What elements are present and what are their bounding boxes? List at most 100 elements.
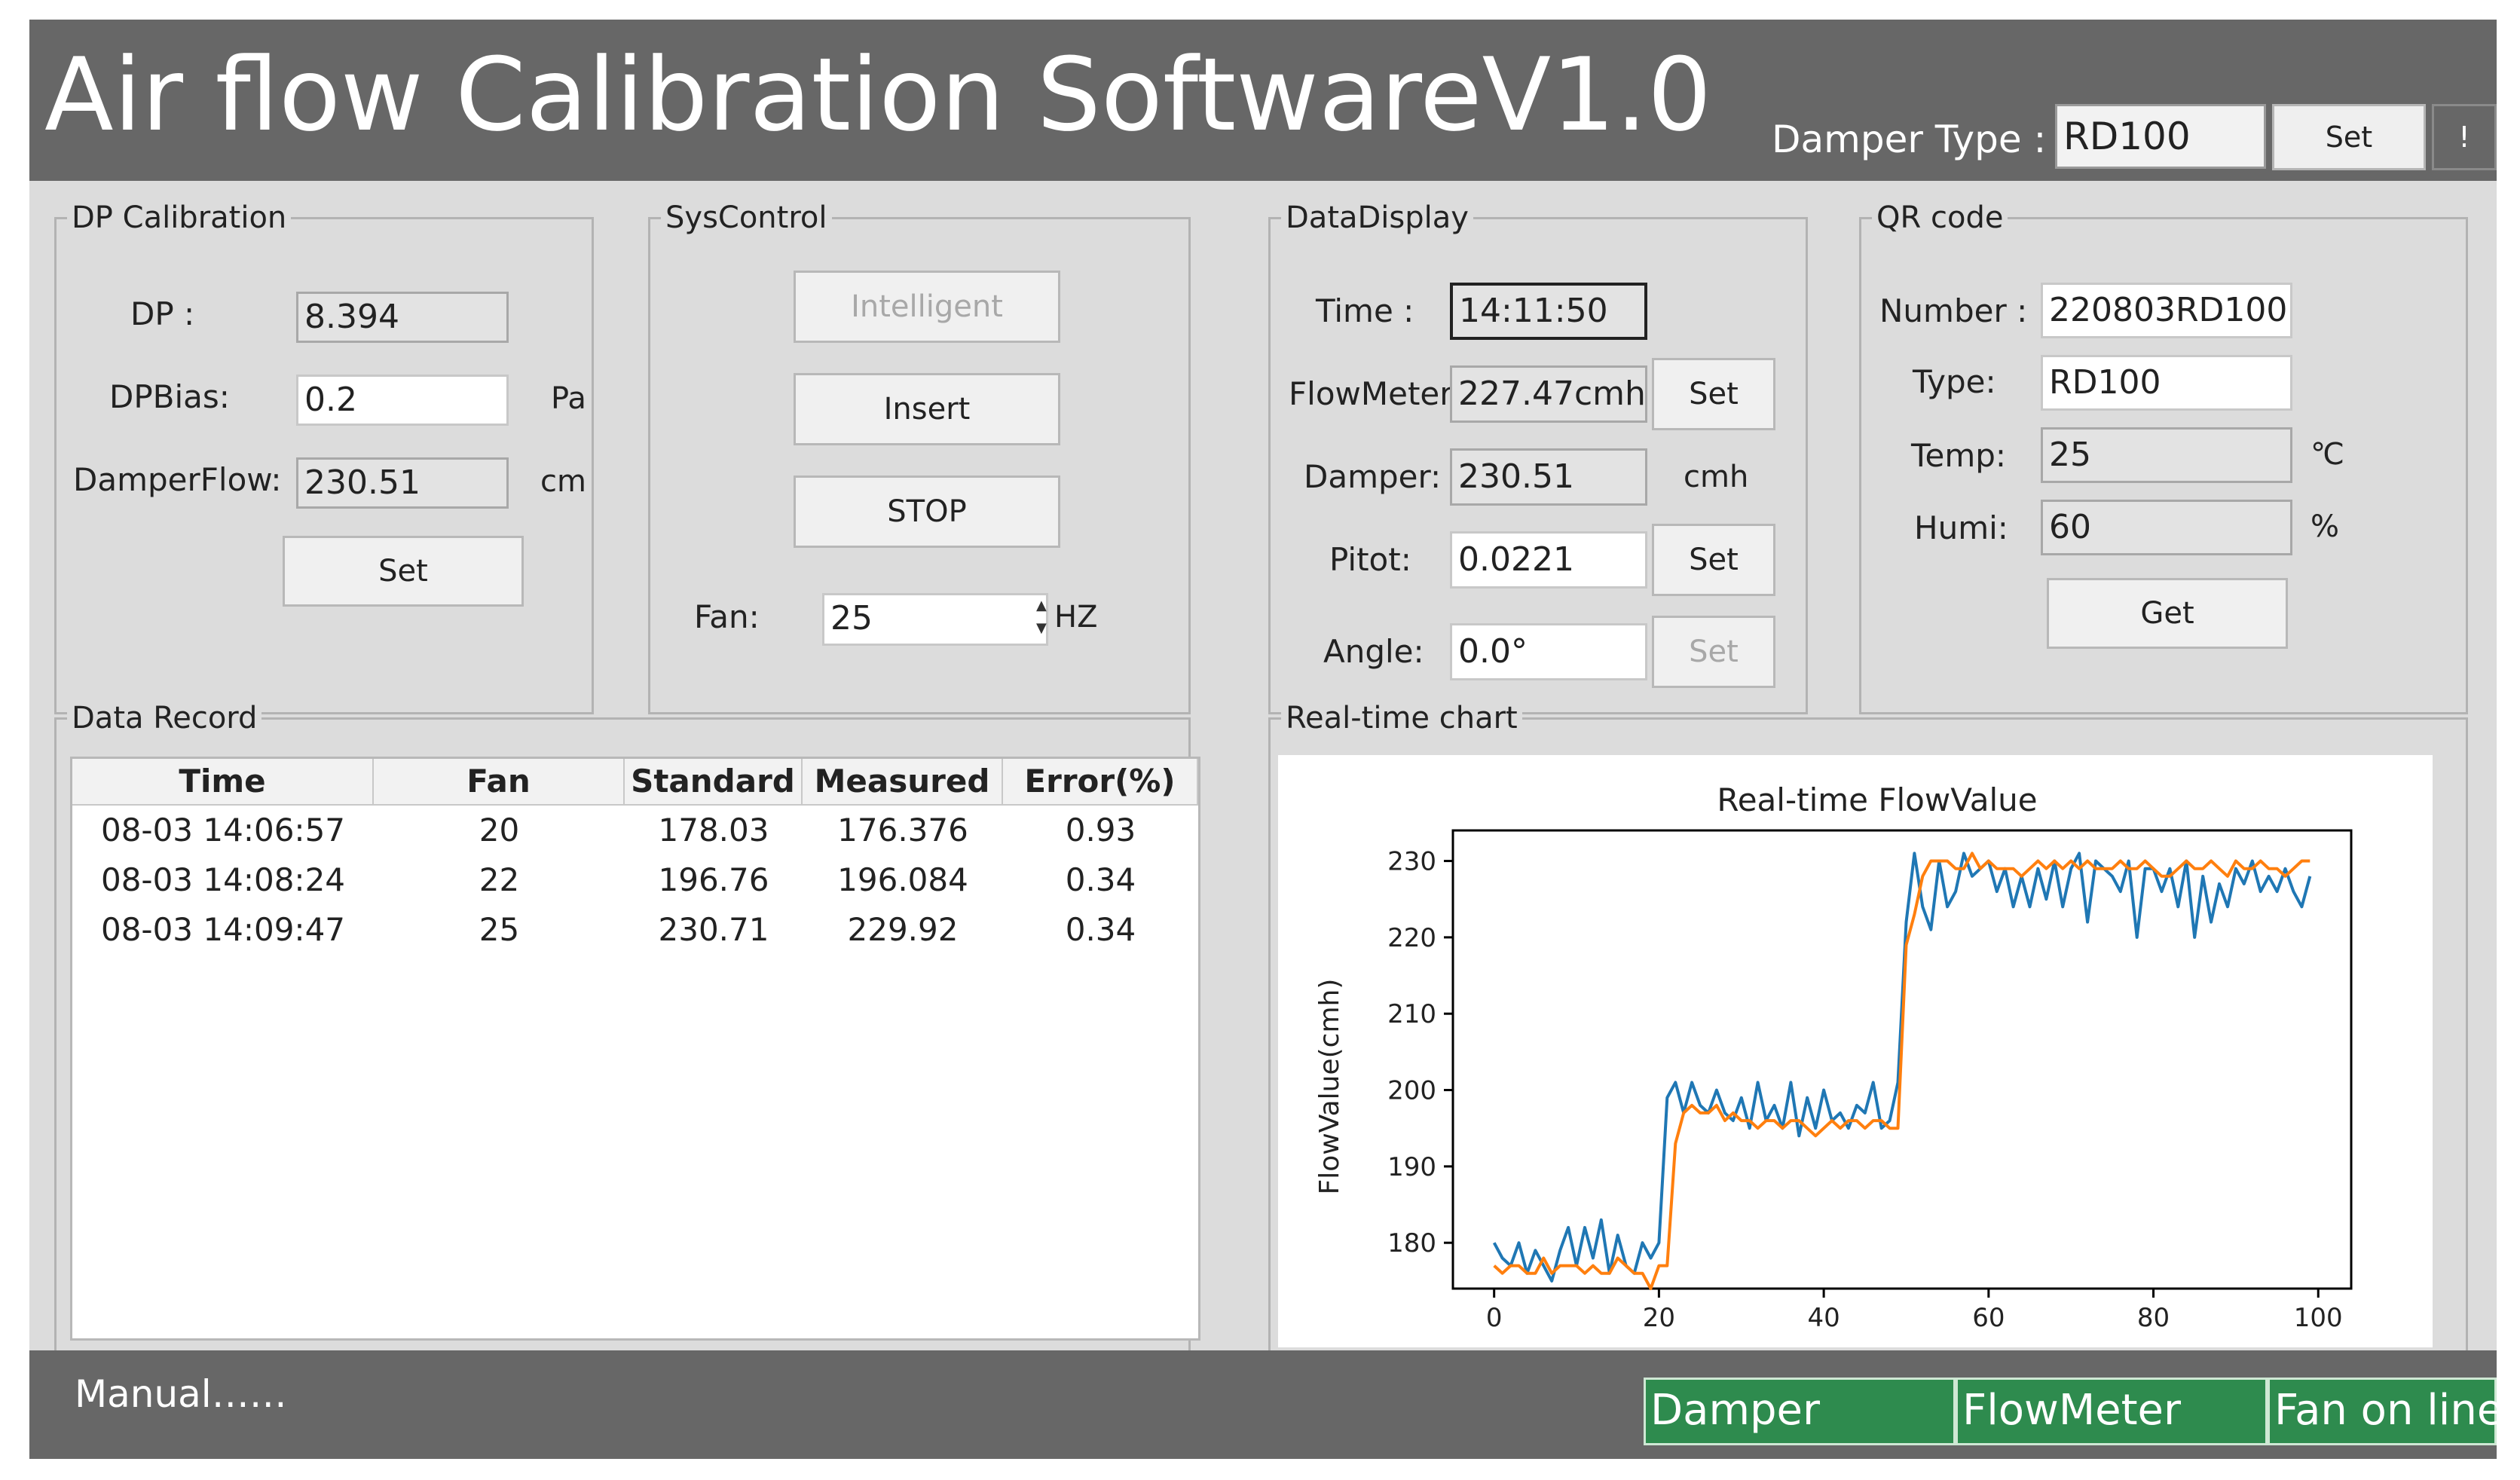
data-record-table[interactable]: Time Fan Standard Measured Error(%) 08-0… [70,757,1200,1341]
series-lines [1492,852,2312,1290]
damper-unit: cmh [1684,460,1749,494]
table-row[interactable]: 08-03 14:09:47 25 230.71 229.92 0.34 [72,907,1198,956]
angle-set-button[interactable]: Set [1652,616,1775,688]
data-display-group: DataDisplay Time : 14:11:50 FlowMeter: 2… [1268,201,1808,714]
y-tick-label: 230 [1387,847,1436,877]
status-damper: Damper [1644,1378,1956,1445]
damper-type-label: Damper Type : [1772,118,2047,161]
y-tick-label: 210 [1387,999,1436,1029]
dp-calibration-title: DP Calibration [67,201,292,234]
time-field: 14:11:50 [1450,283,1647,340]
humi-label: Humi: [1914,509,2008,546]
info-button[interactable]: ! [2432,104,2497,170]
temp-label: Temp: [1911,437,2007,474]
number-input[interactable]: 220803RD100 [2041,283,2292,338]
cell-standard: 178.03 [658,812,769,849]
dp-bias-label: DPBias: [109,378,230,415]
insert-button[interactable]: Insert [794,373,1060,445]
status-fan-online: Fan on line [2268,1378,2503,1445]
dp-calibration-group: DP Calibration DP : 8.394 DPBias: 0.2 Pa… [54,201,594,714]
header-bar: Air flow Calibration SoftwareV1.0 Damper… [29,20,2497,181]
table-row[interactable]: 08-03 14:06:57 20 178.03 176.376 0.93 [72,807,1198,857]
col-header-error[interactable]: Error(%) [1003,759,1198,806]
flowmeter-field: 227.47cmh [1450,365,1647,423]
get-button[interactable]: Get [2047,578,2288,649]
x-tick-label: 60 [1972,1303,2005,1333]
dp-set-button[interactable]: Set [283,536,524,607]
table-row[interactable]: 08-03 14:08:24 22 196.76 196.084 0.34 [72,857,1198,907]
temp-field: 25 [2041,427,2292,483]
x-tick-label: 100 [2294,1303,2343,1333]
cell-fan: 20 [479,812,520,849]
cell-time: 08-03 14:08:24 [100,861,346,898]
col-header-fan[interactable]: Fan [374,759,625,806]
damper-flow-unit: cmh [540,464,589,499]
cell-measured: 229.92 [847,911,959,948]
type-input[interactable]: RD100 [2041,355,2292,411]
temp-unit: ℃ [2311,437,2344,472]
damper-type-input[interactable]: RD100 [2055,104,2266,169]
time-label: Time : [1316,292,1414,329]
x-tick-label: 20 [1643,1303,1675,1333]
realtime-chart: Real-time FlowValue FlowValue(cmh) 0 20 40… [1278,755,2433,1347]
qr-code-title: QR code [1872,201,2008,234]
damper-flow-label: DamperFlow: [73,461,282,498]
x-axis-ticks: 0 20 40 60 80 100 [1486,1289,2343,1333]
cell-time: 08-03 14:06:57 [100,812,346,849]
fan-input[interactable]: 25 [822,593,1048,646]
cell-time: 08-03 14:09:47 [100,911,346,948]
qr-code-group: QR code Number : 220803RD100 Type: RD100… [1859,201,2468,714]
intelligent-button[interactable]: Intelligent [794,271,1060,343]
cell-error: 0.34 [1065,911,1136,948]
sys-control-group: SysControl Intelligent Insert STOP Fan: … [648,201,1191,714]
pitot-label: Pitot: [1329,541,1411,578]
humi-unit: % [2311,509,2340,544]
flow-chart-svg: Real-time FlowValue FlowValue(cmh) 0 20 40… [1314,781,2353,1333]
y-tick-label: 180 [1387,1228,1436,1258]
dp-value-field: 8.394 [296,292,509,343]
dp-bias-input[interactable]: 0.2 [296,375,509,426]
angle-input[interactable]: 0.0° [1450,623,1647,680]
humi-field: 60 [2041,500,2292,555]
flowmeter-label: FlowMeter: [1289,375,1463,412]
fan-spinner[interactable]: ▲ ▼ [1036,593,1050,646]
col-header-measured[interactable]: Measured [803,759,1003,806]
y-tick-label: 200 [1387,1076,1436,1106]
data-record-title: Data Record [67,702,262,735]
cell-error: 0.93 [1065,812,1136,849]
angle-label: Angle: [1323,633,1424,670]
mode-status-text: Manual…… [75,1372,287,1416]
cell-measured: 176.376 [837,812,968,849]
pitot-set-button[interactable]: Set [1652,524,1775,596]
dp-label: DP : [130,295,195,332]
fan-unit: HZ [1054,600,1098,635]
chart-y-axis-label: FlowValue(cmh) [1314,979,1345,1195]
data-display-title: DataDisplay [1281,201,1473,234]
fan-label: Fan: [694,598,760,635]
damper-type-set-button[interactable]: Set [2272,104,2426,170]
number-label: Number : [1879,292,2028,329]
spin-down-icon[interactable]: ▼ [1036,620,1047,636]
cell-standard: 196.76 [658,861,769,898]
stop-button[interactable]: STOP [794,475,1060,548]
spin-up-icon[interactable]: ▲ [1036,598,1047,613]
y-tick-label: 220 [1387,923,1436,953]
dp-bias-unit: Pa [551,381,586,416]
realtime-chart-group: Real-time chart [1268,702,2468,1355]
damper-flow-field: 230.51 [296,457,509,509]
chart-title: Real-time FlowValue [1717,781,2037,818]
x-tick-label: 80 [2137,1303,2170,1333]
app-title: Air flow Calibration SoftwareV1.0 [44,36,1712,154]
damper-label: Damper: [1304,458,1442,495]
pitot-input[interactable]: 0.0221 [1450,531,1647,589]
cell-standard: 230.71 [658,911,769,948]
cell-fan: 25 [479,911,520,948]
flowmeter-set-button[interactable]: Set [1652,358,1775,430]
footer-bar: Manual…… Damper FlowMeter Fan on line [29,1350,2503,1459]
y-axis-ticks: 180 190 200 210 220 230 [1387,847,1453,1258]
col-header-standard[interactable]: Standard [625,759,803,806]
cell-measured: 196.084 [837,861,968,898]
cell-fan: 22 [479,861,520,898]
col-header-time[interactable]: Time [72,759,374,806]
status-flowmeter: FlowMeter [1956,1378,2268,1445]
